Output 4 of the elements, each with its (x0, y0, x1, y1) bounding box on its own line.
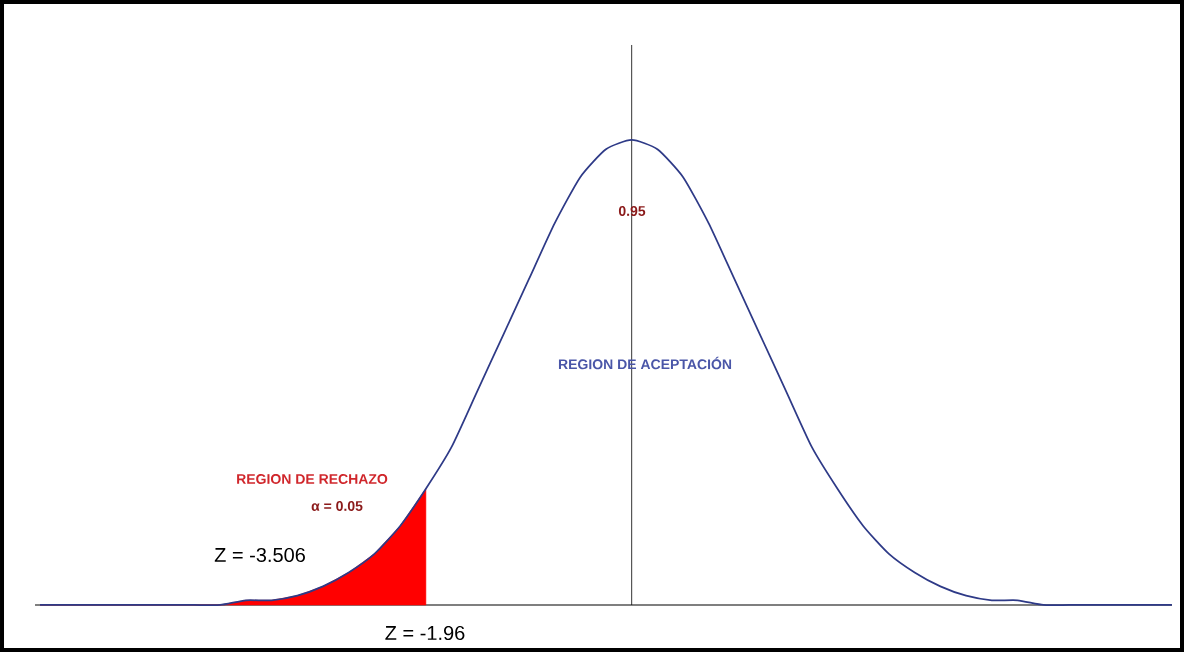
annotation: REGION DE RECHAZO (237, 474, 388, 484)
annotation: Z = -3.506 (214, 547, 305, 563)
annotation: α = 0.05 (311, 501, 363, 511)
text: Z = -1.96 (385, 625, 465, 641)
